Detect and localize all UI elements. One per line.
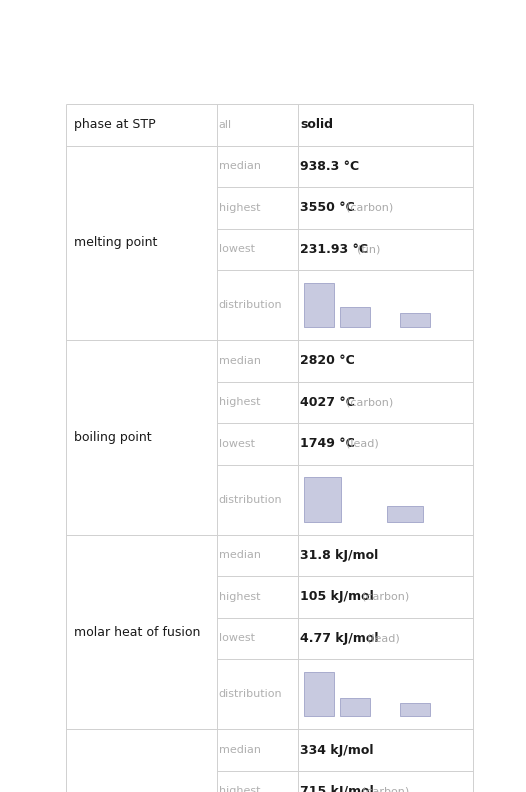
- Text: 231.93 °C: 231.93 °C: [300, 243, 368, 256]
- Text: (carbon): (carbon): [355, 786, 409, 792]
- Text: 334 kJ/mol: 334 kJ/mol: [300, 744, 373, 756]
- Text: distribution: distribution: [219, 495, 282, 505]
- Text: (lead): (lead): [360, 634, 400, 643]
- Text: lowest: lowest: [219, 439, 255, 449]
- Text: (carbon): (carbon): [339, 398, 393, 407]
- Bar: [387, 506, 423, 522]
- Text: (carbon): (carbon): [339, 203, 393, 213]
- Text: lowest: lowest: [219, 634, 255, 643]
- Text: all: all: [219, 120, 232, 130]
- Text: 2820 °C: 2820 °C: [300, 355, 355, 367]
- Text: highest: highest: [219, 592, 260, 602]
- Bar: [304, 283, 334, 327]
- Text: 105 kJ/mol: 105 kJ/mol: [300, 591, 374, 604]
- Text: 715 kJ/mol: 715 kJ/mol: [300, 785, 374, 792]
- Text: 3550 °C: 3550 °C: [300, 201, 355, 215]
- Text: lowest: lowest: [219, 244, 255, 254]
- Text: 1749 °C: 1749 °C: [300, 437, 355, 451]
- Text: median: median: [219, 162, 260, 171]
- Bar: [304, 477, 340, 522]
- Text: distribution: distribution: [219, 689, 282, 699]
- Text: (tin): (tin): [350, 244, 380, 254]
- Text: 938.3 °C: 938.3 °C: [300, 160, 359, 173]
- Bar: [340, 307, 370, 327]
- Text: distribution: distribution: [219, 300, 282, 310]
- Text: highest: highest: [219, 398, 260, 407]
- Text: melting point: melting point: [74, 237, 157, 249]
- Text: 4027 °C: 4027 °C: [300, 396, 355, 409]
- Bar: [400, 313, 430, 327]
- Text: median: median: [219, 745, 260, 755]
- Text: 31.8 kJ/mol: 31.8 kJ/mol: [300, 549, 378, 562]
- Text: (carbon): (carbon): [355, 592, 409, 602]
- Text: median: median: [219, 550, 260, 561]
- Bar: [304, 672, 334, 717]
- Bar: [340, 698, 370, 717]
- Text: molar heat of fusion: molar heat of fusion: [74, 626, 200, 638]
- Text: highest: highest: [219, 786, 260, 792]
- Text: highest: highest: [219, 203, 260, 213]
- Text: boiling point: boiling point: [74, 431, 151, 444]
- Text: median: median: [219, 356, 260, 366]
- Bar: [400, 703, 430, 717]
- Text: (lead): (lead): [339, 439, 379, 449]
- Text: solid: solid: [300, 119, 333, 131]
- Text: 4.77 kJ/mol: 4.77 kJ/mol: [300, 632, 379, 645]
- Text: phase at STP: phase at STP: [74, 119, 156, 131]
